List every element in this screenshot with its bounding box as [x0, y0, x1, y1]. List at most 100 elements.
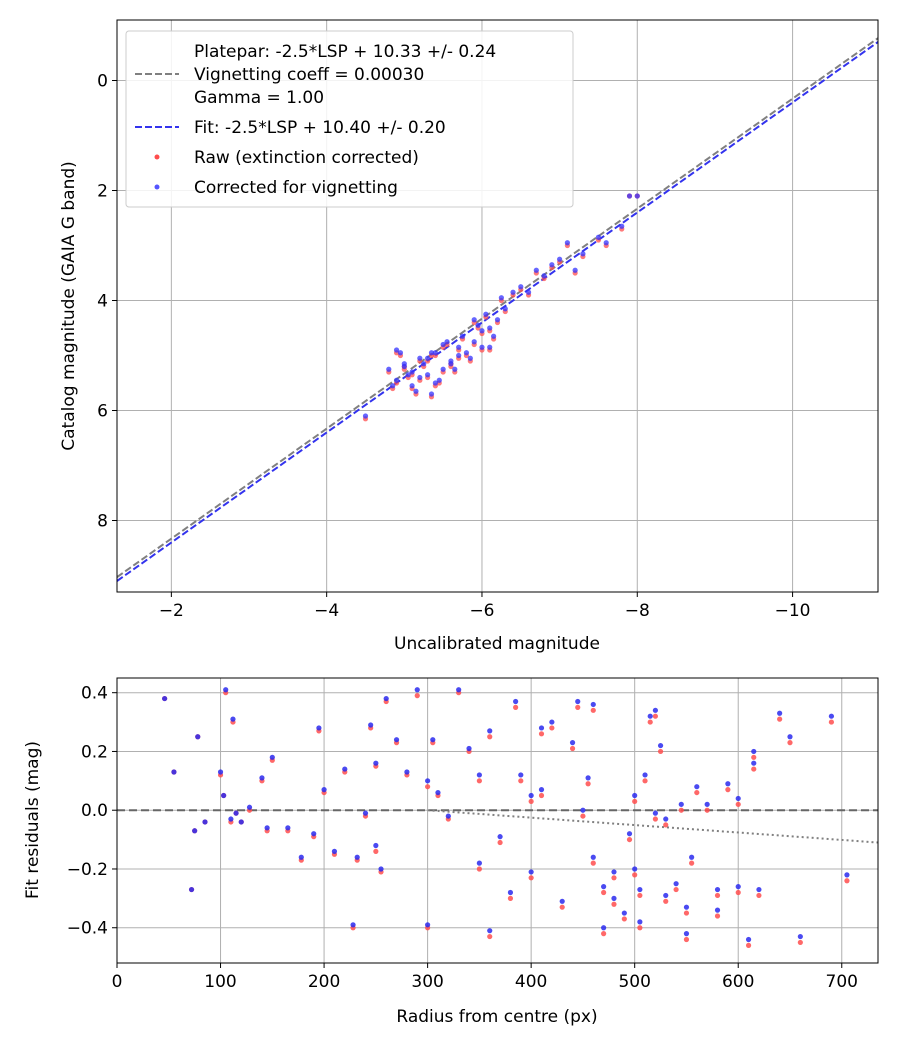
corrected-residual-point	[393, 737, 400, 743]
corrected-residual-point	[528, 869, 534, 875]
raw-residual-point	[549, 725, 555, 731]
legend-corrected-marker	[154, 184, 160, 190]
corrected-residual-point	[188, 886, 195, 893]
corrected-point	[459, 333, 466, 339]
legend-corrected-label: Corrected for vignetting	[194, 178, 398, 198]
corrected-residual-point	[683, 931, 690, 937]
corrected-point	[502, 306, 508, 312]
raw-residual-point	[663, 898, 669, 904]
bottom-x-tick-label: 300	[411, 972, 443, 992]
corrected-residual-point	[230, 716, 236, 722]
corrected-residual-point	[632, 866, 638, 872]
raw-residual-point	[751, 754, 757, 760]
corrected-residual-point	[538, 725, 545, 731]
legend-platepar-label: Platepar: -2.5*LSP + 10.33 +/- 0.24	[194, 42, 496, 62]
corrected-residual-point	[233, 810, 239, 816]
bottom-y-axis-label: Fit residuals (mag)	[23, 741, 43, 899]
corrected-residual-point	[756, 886, 762, 893]
raw-residual-point	[590, 860, 596, 866]
bottom-y-tick-label: −0.2	[67, 860, 108, 880]
corrected-point	[393, 377, 400, 383]
corrected-point	[456, 344, 462, 350]
raw-residual-point	[844, 878, 850, 884]
bottom-x-tick-label: 0	[112, 972, 123, 992]
bottom-x-tick-label: 100	[204, 972, 236, 992]
corrected-point	[452, 366, 458, 372]
residuals-plot: 0 100 200 300 400 500 600 700 −0.4 −0.2 0.0 0.2 0.4…	[23, 677, 879, 1027]
raw-residual-point	[513, 704, 519, 710]
corrected-point	[417, 374, 423, 381]
raw-residual-point	[657, 748, 664, 755]
corrected-residual-point	[476, 860, 482, 866]
legend-vignetting-label: Vignetting coeff = 0.00030	[194, 65, 424, 85]
corrected-point	[467, 355, 473, 361]
corrected-residual-point	[497, 834, 503, 840]
corrected-point	[471, 317, 477, 323]
corrected-residual-point	[264, 825, 270, 831]
corrected-point	[564, 240, 570, 246]
corrected-residual-point	[425, 778, 431, 784]
raw-residual-point	[751, 766, 757, 772]
corrected-point	[425, 372, 431, 378]
raw-residual-point	[745, 942, 752, 948]
corrected-point	[483, 311, 489, 317]
corrected-residual-point	[735, 795, 741, 802]
top-x-ticks: −2 −4 −6 −8 −10	[159, 592, 811, 621]
corrected-point	[549, 262, 555, 268]
raw-residual-point	[673, 886, 679, 893]
raw-residual-point	[373, 848, 379, 854]
raw-residual-point	[621, 916, 627, 922]
corrected-point	[386, 366, 392, 372]
corrected-residual-point	[621, 910, 627, 916]
bottom-x-tick-label: 200	[308, 972, 340, 992]
bottom-y-ticks: −0.4 −0.2 0.0 0.2 0.4	[67, 684, 117, 939]
corrected-point	[595, 234, 602, 240]
corrected-point	[510, 289, 516, 295]
corrected-residual-point	[585, 775, 591, 781]
top-y-tick-label: 0	[97, 72, 108, 92]
raw-residual-point	[538, 731, 545, 737]
raw-residual-point	[425, 784, 431, 790]
corrected-point	[533, 267, 539, 273]
corrected-residual-point	[745, 936, 752, 943]
corrected-residual-point	[678, 801, 684, 807]
corrected-point	[417, 355, 423, 361]
corrected-residual-point	[528, 792, 534, 799]
corrected-residual-point	[378, 866, 384, 872]
legend-fit-label: Fit: -2.5*LSP + 10.40 +/- 0.20	[194, 118, 446, 138]
corrected-point	[409, 383, 415, 389]
top-y-tick-label: 4	[97, 292, 108, 312]
corrected-residual-point	[626, 831, 633, 837]
raw-residual-point	[652, 816, 658, 822]
fit-line-fit	[117, 41, 878, 582]
corrected-residual-point	[663, 892, 669, 899]
corrected-residual-point	[569, 740, 576, 746]
raw-residual-point	[518, 778, 524, 784]
corrected-point	[626, 193, 633, 199]
corrected-residual-point	[342, 766, 348, 772]
corrected-point	[491, 333, 497, 339]
corrected-residual-point	[285, 825, 291, 831]
raw-residual-point	[626, 836, 633, 843]
raw-residual-point	[689, 860, 695, 866]
raw-residual-point	[487, 933, 493, 940]
corrected-residual-point	[575, 698, 581, 705]
bottom-x-axis-label: Radius from centre (px)	[396, 1007, 597, 1027]
raw-residual-point	[683, 936, 690, 943]
corrected-residual-point	[466, 745, 472, 752]
corrected-point	[393, 347, 400, 353]
raw-residual-point	[590, 707, 596, 713]
corrected-residual-point	[507, 889, 514, 896]
raw-residual-point	[611, 901, 617, 907]
corrected-residual-point	[298, 854, 304, 860]
corrected-point	[479, 328, 485, 334]
raw-residual-point	[585, 781, 591, 787]
corrected-residual-point	[518, 772, 524, 778]
raw-residual-point	[725, 787, 731, 793]
corrected-point	[425, 355, 431, 361]
corrected-point	[487, 325, 493, 331]
corrected-residual-point	[580, 807, 586, 813]
corrected-residual-point	[725, 781, 731, 787]
fit-line-platepar	[117, 37, 878, 578]
corrected-residual-point	[637, 886, 643, 893]
